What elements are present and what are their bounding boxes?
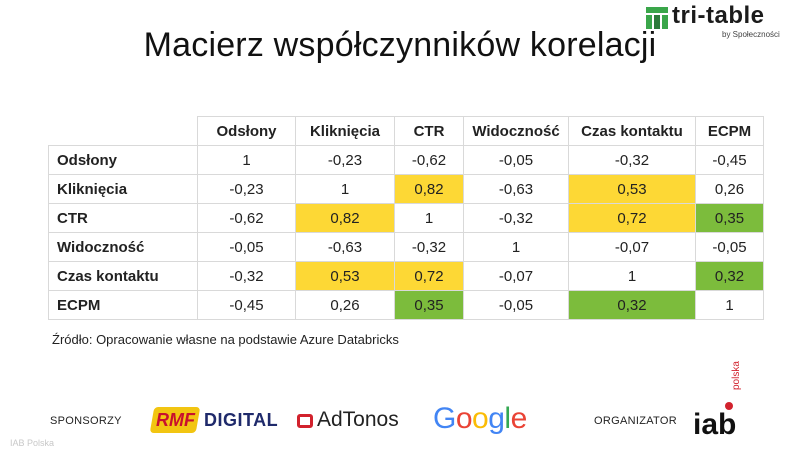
matrix-cell: 0,82: [394, 174, 464, 204]
matrix-cell: -0,07: [463, 261, 569, 291]
tri-table-logo: tri-table by Społeczności: [646, 2, 796, 44]
matrix-cell: 0,32: [568, 290, 696, 320]
rmf-logo-text: RMF: [156, 410, 195, 430]
matrix-cell: -0,63: [295, 232, 395, 262]
table-row: Kliknięcia -0,23 1 0,82 -0,63 0,53 0,26: [48, 174, 764, 204]
matrix-cell: 0,35: [695, 203, 764, 233]
sponsors-label: SPONSORZY: [50, 415, 122, 427]
matrix-cell: 1: [394, 203, 464, 233]
watermark: IAB Polska: [10, 438, 55, 448]
matrix-cell: 0,26: [695, 174, 764, 204]
row-header: ECPM: [48, 290, 198, 320]
tri-table-mark-icon: [646, 7, 668, 29]
rmf-logo-suffix: DIGITAL: [204, 410, 279, 430]
google-letter: G: [433, 402, 456, 435]
logo-name: tri-table: [672, 2, 765, 29]
iab-logo-suffix: polska: [731, 361, 742, 390]
corner-cell: [48, 116, 198, 146]
correlation-matrix: Odsłony Kliknięcia CTR Widoczność Czas k…: [48, 116, 764, 320]
matrix-cell: -0,05: [695, 232, 764, 262]
table-row: Odsłony 1 -0,23 -0,62 -0,05 -0,32 -0,45: [48, 145, 764, 175]
matrix-cell: 0,72: [394, 261, 464, 291]
organizer-label: ORGANIZATOR: [594, 415, 677, 427]
source-note: Źródło: Opracowanie własne na podstawie …: [52, 332, 399, 347]
header-row: Odsłony Kliknięcia CTR Widoczność Czas k…: [48, 116, 764, 146]
matrix-cell: 0,82: [295, 203, 395, 233]
google-letter: o: [472, 402, 489, 435]
logo-subtitle: by Społeczności: [722, 30, 780, 39]
matrix-cell: -0,62: [197, 203, 296, 233]
matrix-cell: -0,05: [463, 290, 569, 320]
column-header: Odsłony: [197, 116, 296, 146]
matrix-cell: -0,07: [568, 232, 696, 262]
iab-dot-icon: [725, 402, 733, 410]
matrix-cell: 0,53: [568, 174, 696, 204]
matrix-cell: -0,23: [197, 174, 296, 204]
matrix-cell: 1: [568, 261, 696, 291]
matrix-cell: -0,32: [197, 261, 296, 291]
google-letter: o: [455, 402, 473, 435]
table-row: Czas kontaktu -0,32 0,53 0,72 -0,07 1 0,32: [48, 261, 764, 291]
matrix-cell: -0,23: [295, 145, 395, 175]
google-letter: e: [510, 402, 528, 435]
matrix-cell: -0,05: [197, 232, 296, 262]
matrix-cell: 0,53: [295, 261, 395, 291]
column-header: CTR: [394, 116, 464, 146]
table-row: CTR -0,62 0,82 1 -0,32 0,72 0,35: [48, 203, 764, 233]
matrix-cell: 1: [197, 145, 296, 175]
matrix-cell: 0,26: [295, 290, 395, 320]
matrix-cell: 0,32: [695, 261, 764, 291]
row-header: CTR: [48, 203, 198, 233]
table-row: Widoczność -0,05 -0,63 -0,32 1 -0,07 -0,05: [48, 232, 764, 262]
matrix-cell: -0,45: [695, 145, 764, 175]
row-header: Kliknięcia: [48, 174, 198, 204]
matrix-cell: 0,35: [394, 290, 464, 320]
slide-title: Macierz współczynników korelacji: [143, 26, 657, 64]
matrix-cell: -0,32: [394, 232, 464, 262]
adtonos-logo-text: AdTonos: [317, 408, 399, 431]
table-row: ECPM -0,45 0,26 0,35 -0,05 0,32 1: [48, 290, 764, 320]
google-letter: l: [504, 402, 511, 435]
adtonos-mark-icon: [297, 414, 313, 428]
row-header: Widoczność: [48, 232, 198, 262]
matrix-cell: 0,72: [568, 203, 696, 233]
matrix-cell: -0,32: [568, 145, 696, 175]
matrix-cell: -0,05: [463, 145, 569, 175]
column-header: Kliknięcia: [295, 116, 395, 146]
google-logo: Google: [433, 402, 527, 436]
column-header: ECPM: [695, 116, 764, 146]
google-letter: g: [488, 402, 505, 435]
matrix-cell: 1: [695, 290, 764, 320]
column-header: Widoczność: [463, 116, 569, 146]
column-header: Czas kontaktu: [568, 116, 696, 146]
matrix-cell: -0,63: [463, 174, 569, 204]
matrix-cell: 1: [463, 232, 569, 262]
matrix-cell: -0,62: [394, 145, 464, 175]
row-header: Czas kontaktu: [48, 261, 198, 291]
iab-logo-text: iab: [693, 408, 737, 441]
matrix-cell: -0,45: [197, 290, 296, 320]
row-header: Odsłony: [48, 145, 198, 175]
matrix-cell: -0,32: [463, 203, 569, 233]
matrix-cell: 1: [295, 174, 395, 204]
